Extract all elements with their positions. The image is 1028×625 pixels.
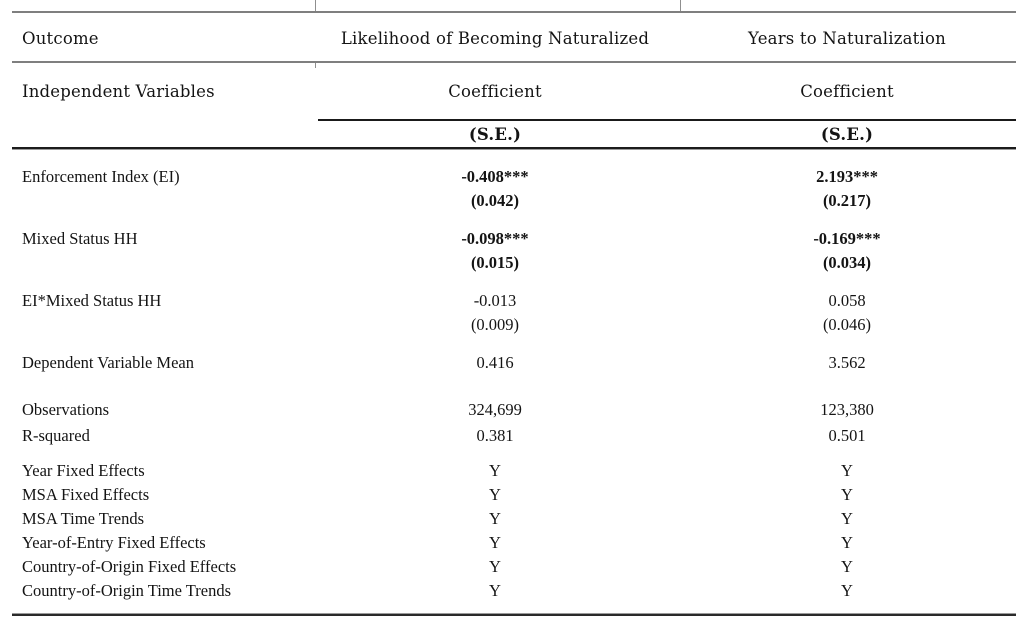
fe-flag: Y — [489, 509, 501, 528]
row-label: Year-of-Entry Fixed Effects — [22, 533, 206, 552]
header-row-coefficient: Independent Variables Coefficient Coeffi… — [12, 63, 1016, 119]
stat-value: 123,380 — [820, 400, 874, 419]
fe-row: MSA Time Trends Y Y — [12, 507, 1016, 531]
se-value: (0.046) — [822, 315, 872, 334]
stat-row: Dependent Variable Mean 0.416 3.562 — [12, 351, 1016, 375]
fe-flag: Y — [841, 461, 853, 480]
header-bottom-rule — [12, 147, 1016, 150]
coefficient-cell: 0.058 (0.046) — [678, 289, 1016, 337]
fe-flag: Y — [489, 557, 501, 576]
fe-flag: Y — [841, 557, 853, 576]
fe-row: Year-of-Entry Fixed Effects Y Y — [12, 531, 1016, 555]
row-label: Observations — [22, 400, 110, 419]
header-row-outcome: Outcome Likelihood of Becoming Naturaliz… — [12, 13, 1016, 61]
coefficient-value: -0.013 — [473, 291, 517, 310]
fe-flag: Y — [489, 485, 501, 504]
coef-row: Mixed Status HH -0.098*** (0.015) -0.169… — [12, 227, 1016, 275]
row-label: MSA Fixed Effects — [22, 485, 150, 504]
coefficient-underline-rule — [318, 119, 1016, 121]
coefficient-value: -0.169*** — [813, 229, 881, 248]
col-header-likelihood: Likelihood of Becoming Naturalized — [340, 28, 650, 48]
outcome-header-cell: Outcome — [22, 28, 99, 48]
stat-row: R-squared 0.381 0.501 — [12, 423, 1016, 449]
col-header-years: Years to Naturalization — [748, 28, 946, 48]
se-value: (0.015) — [470, 253, 520, 272]
coefficient-cell: -0.013 (0.009) — [312, 289, 678, 337]
row-label: Country-of-Origin Time Trends — [22, 581, 232, 600]
stat-value: 324,699 — [468, 400, 522, 419]
column-separator-stub — [680, 0, 681, 11]
stat-value: 0.381 — [476, 426, 514, 445]
coefficient-header-cell: Coefficient — [800, 81, 894, 101]
fe-flag: Y — [841, 581, 853, 600]
coefficient-underline-row — [12, 119, 1016, 121]
stat-value: 3.562 — [828, 353, 866, 372]
fe-flag: Y — [489, 581, 501, 600]
top-rule — [12, 11, 1016, 13]
se-header-cell: (S.E.) — [468, 124, 522, 144]
bottom-rule — [12, 613, 1016, 616]
spacer — [12, 119, 318, 121]
coef-row: Enforcement Index (EI) -0.408*** (0.042)… — [12, 165, 1016, 213]
coefficient-cell: -0.098*** (0.015) — [312, 227, 678, 275]
row-label: EI*Mixed Status HH — [22, 291, 162, 310]
header-divider-rule — [12, 61, 1016, 63]
coefficient-value: -0.098*** — [461, 229, 529, 248]
fe-row: MSA Fixed Effects Y Y — [12, 483, 1016, 507]
iv-header-cell: Independent Variables — [22, 81, 215, 101]
fe-row: Country-of-Origin Fixed Effects Y Y — [12, 555, 1016, 579]
row-label: R-squared — [22, 426, 90, 445]
stat-value: 0.501 — [828, 426, 866, 445]
fe-flag: Y — [489, 461, 501, 480]
row-label: Year Fixed Effects — [22, 461, 145, 480]
fe-flag: Y — [841, 485, 853, 504]
row-label: Enforcement Index (EI) — [22, 167, 180, 186]
top-margin — [12, 0, 1016, 11]
fe-row: Year Fixed Effects Y Y — [12, 459, 1016, 483]
coefficient-value: 2.193*** — [816, 167, 878, 186]
regression-table: Outcome Likelihood of Becoming Naturaliz… — [12, 0, 1016, 616]
se-header-cell: (S.E.) — [820, 124, 874, 144]
coefficient-value: 0.058 — [828, 291, 866, 310]
fe-flag: Y — [489, 533, 501, 552]
coefficient-cell: -0.408*** (0.042) — [312, 165, 678, 213]
coef-row: EI*Mixed Status HH -0.013 (0.009) 0.058 … — [12, 289, 1016, 337]
fe-flag: Y — [841, 509, 853, 528]
coefficient-value: -0.408*** — [461, 167, 529, 186]
stat-row: Observations 324,699 123,380 — [12, 397, 1016, 423]
coefficient-cell: -0.169*** (0.034) — [678, 227, 1016, 275]
header-row-se: (S.E.) (S.E.) — [12, 121, 1016, 147]
fe-row: Country-of-Origin Time Trends Y Y — [12, 579, 1016, 603]
table-body: Enforcement Index (EI) -0.408*** (0.042)… — [12, 150, 1016, 613]
column-separator-stub — [315, 0, 316, 11]
se-value: (0.034) — [822, 253, 872, 272]
coefficient-cell: 2.193*** (0.217) — [678, 165, 1016, 213]
se-value: (0.217) — [822, 191, 872, 210]
stat-value: 0.416 — [476, 353, 514, 372]
row-label: Mixed Status HH — [22, 229, 138, 248]
fe-flag: Y — [841, 533, 853, 552]
se-value: (0.042) — [470, 191, 520, 210]
row-label: Country-of-Origin Fixed Effects — [22, 557, 237, 576]
column-separator-stub — [315, 63, 316, 68]
row-label: Dependent Variable Mean — [22, 353, 194, 372]
row-label: MSA Time Trends — [22, 509, 144, 528]
fixed-effects-block: Year Fixed Effects Y Y MSA Fixed Effects… — [12, 459, 1016, 603]
coefficient-header-cell: Coefficient — [448, 81, 542, 101]
se-value: (0.009) — [470, 315, 520, 334]
